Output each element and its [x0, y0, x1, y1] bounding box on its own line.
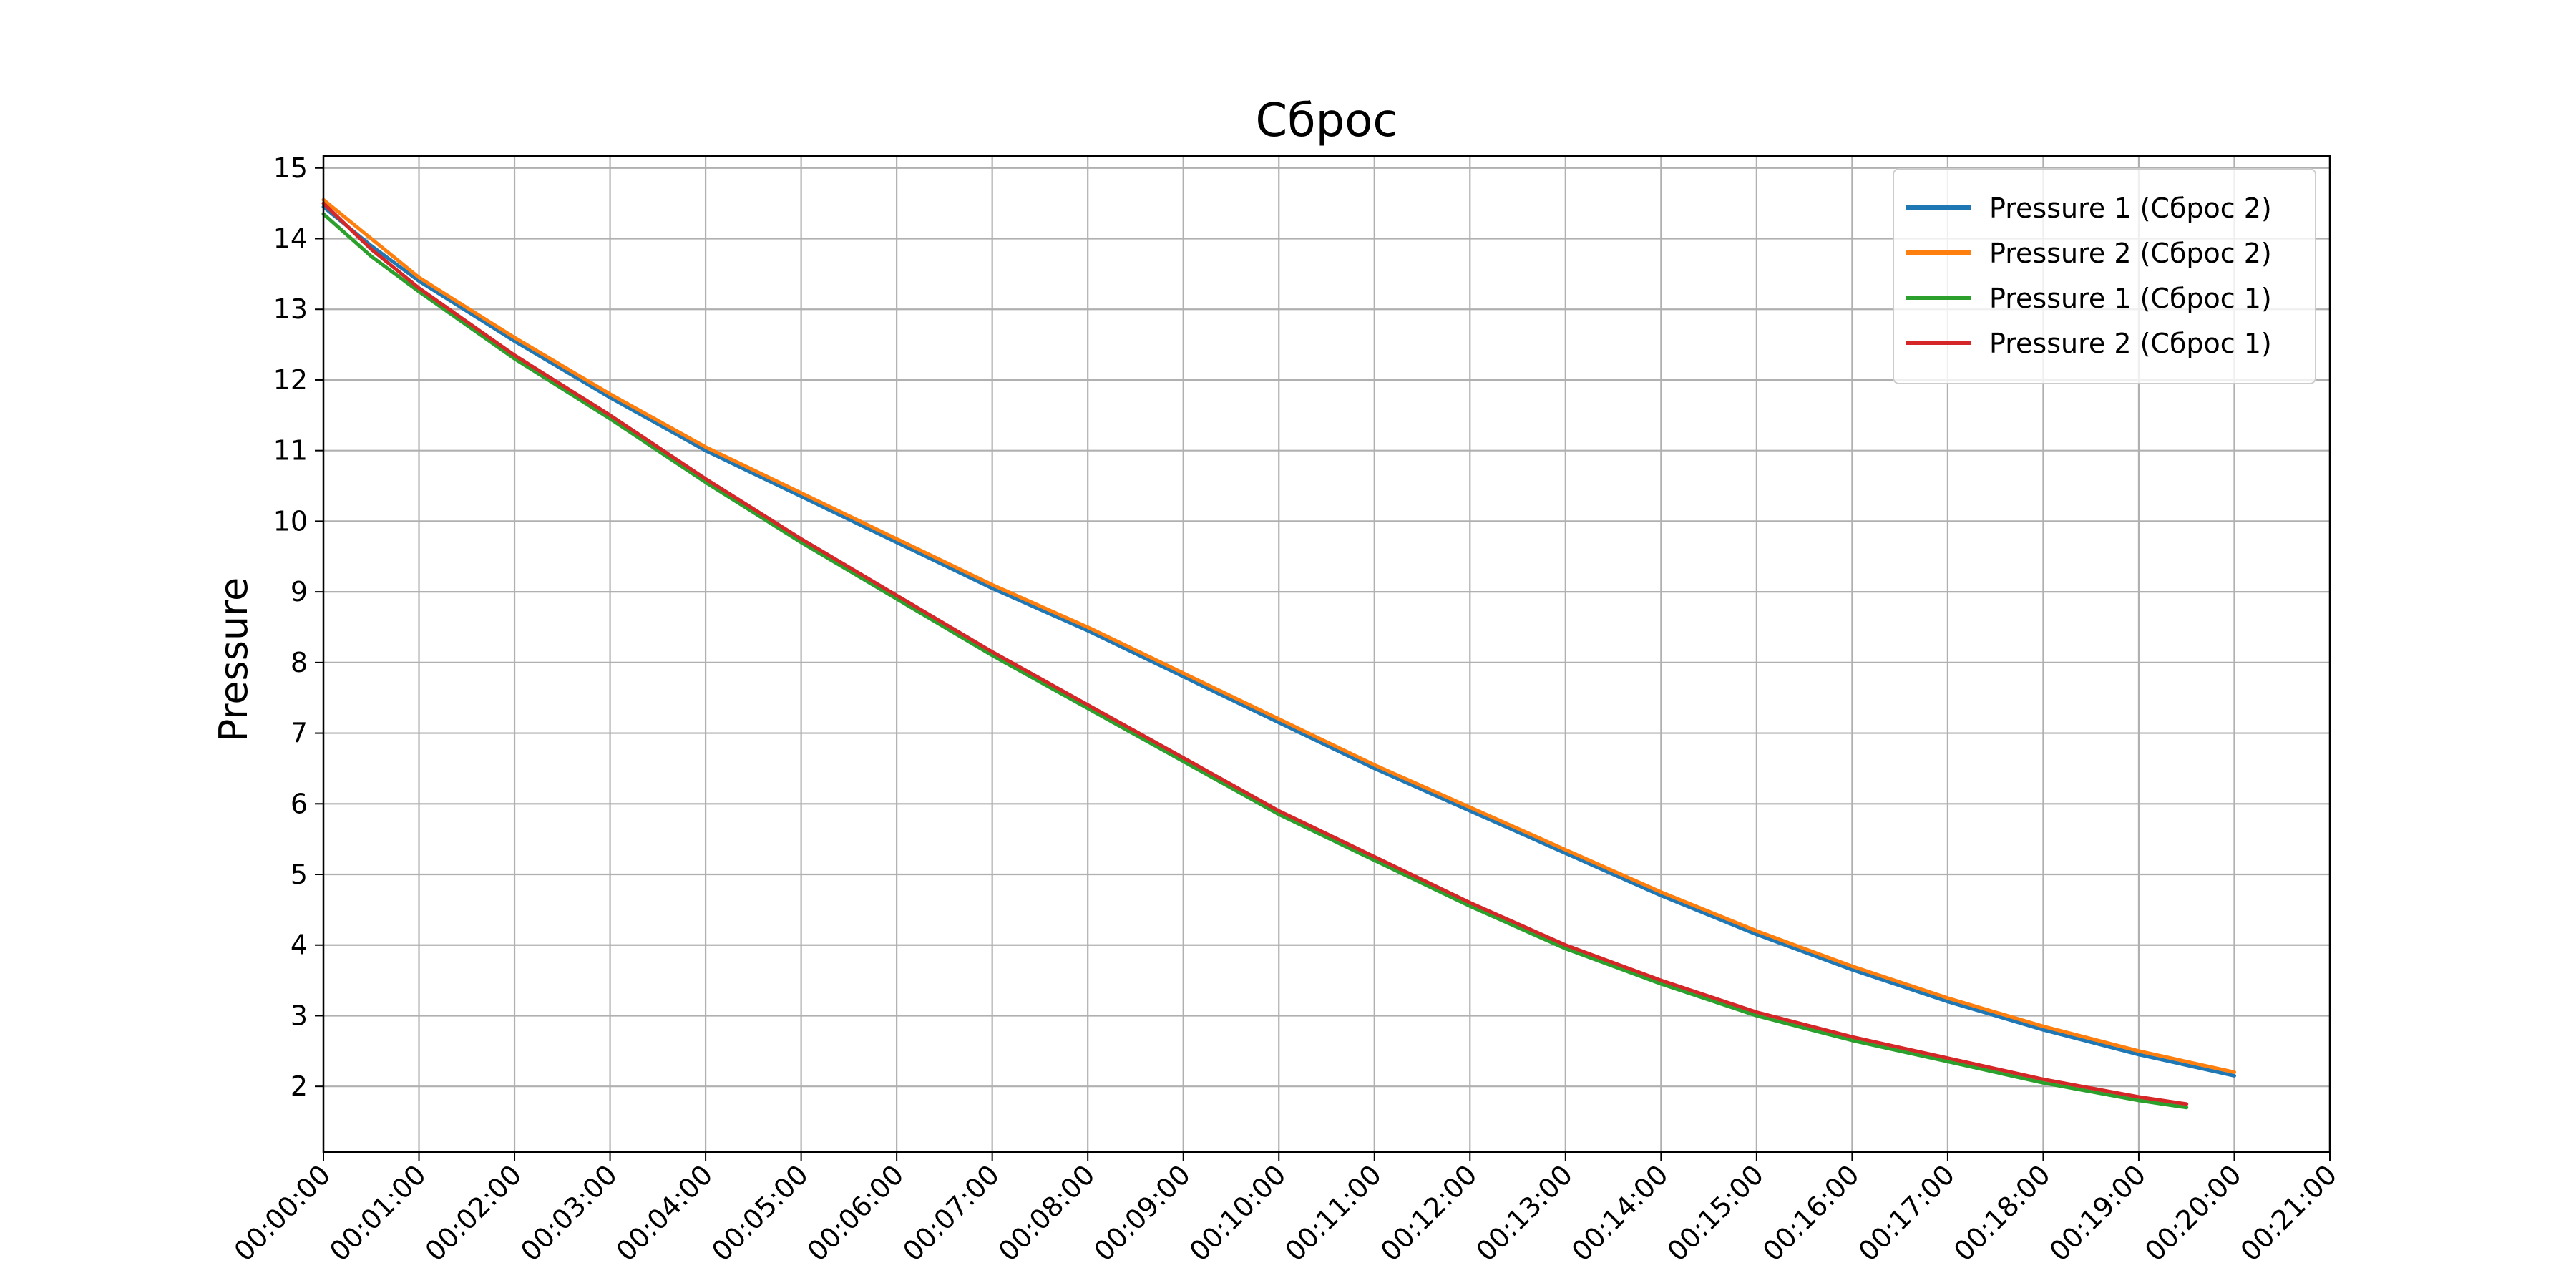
y-tick-label: 9	[291, 576, 308, 608]
y-tick-label: 6	[291, 788, 308, 819]
y-tick-label: 10	[273, 505, 308, 537]
legend-label: Pressure 1 (Сброс 1)	[1989, 283, 2272, 314]
y-tick-label: 4	[291, 930, 308, 961]
legend: Pressure 1 (Сброс 2) Pressure 2 (Сброс 2)…	[1893, 168, 2316, 384]
y-tick-label: 2	[291, 1070, 308, 1102]
plot-frame	[322, 155, 2331, 1153]
y-tick-label: 15	[273, 152, 308, 184]
y-tick-label: 14	[273, 223, 308, 255]
series-line-4	[321, 201, 2189, 1106]
y-tick-label: 8	[291, 647, 308, 678]
series-line-2	[321, 197, 2236, 1074]
y-tick-label: 11	[273, 435, 308, 467]
y-tick-label: 7	[291, 718, 308, 749]
legend-label: Pressure 1 (Сброс 2)	[1989, 192, 2272, 224]
y-tick-label: 3	[291, 1000, 308, 1031]
legend-label: Pressure 2 (Сброс 2)	[1989, 238, 2272, 269]
y-tick-label: 5	[291, 859, 308, 890]
series-lines	[321, 197, 2236, 1110]
series-line-1	[321, 205, 2236, 1078]
legend-label: Pressure 2 (Сброс 1)	[1989, 328, 2272, 359]
y-tick-label: 13	[273, 293, 308, 325]
chart-title: Сброс	[1255, 94, 1397, 147]
legend-box	[1893, 168, 2316, 384]
y-tick-label: 12	[273, 364, 308, 396]
y-axis-label: Pressure	[211, 577, 256, 743]
series-line-3	[321, 212, 2189, 1110]
